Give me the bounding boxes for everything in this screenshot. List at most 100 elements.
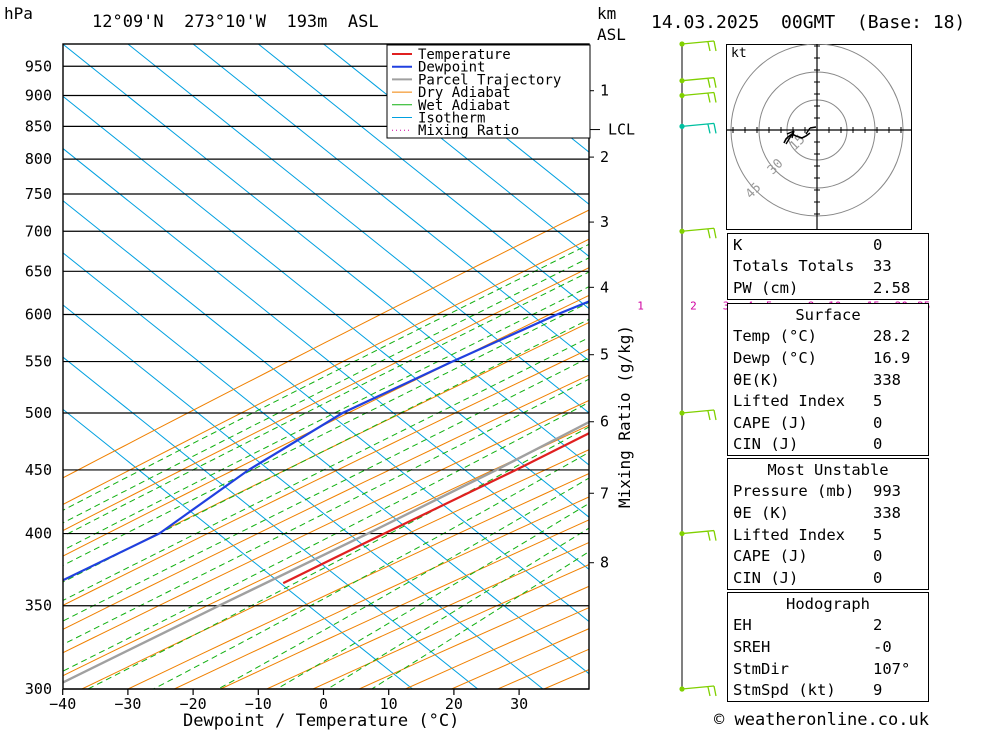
stat-label: Dewp (°C) xyxy=(733,348,817,367)
stat-row: CIN (J) 0 xyxy=(728,567,928,589)
x-tick-label: −10 xyxy=(245,695,272,713)
x-tick-label: 20 xyxy=(445,695,463,713)
stat-value: 2 xyxy=(873,616,883,635)
x-tick-label: 10 xyxy=(380,695,398,713)
isotherm-line xyxy=(192,44,589,362)
stat-label: StmSpd (kt) xyxy=(733,681,836,700)
stat-row: CAPE (J) 0 xyxy=(728,412,928,434)
pressure-tick-label: 550 xyxy=(25,353,52,371)
isotherm-line xyxy=(257,44,589,310)
stat-row: CAPE (J) 0 xyxy=(728,545,928,567)
stat-value: 993 xyxy=(873,482,901,501)
pressure-unit-label: hPa xyxy=(4,4,33,23)
km-tick-label: 3 xyxy=(600,213,609,231)
pressure-tick-label: 400 xyxy=(25,525,52,543)
stat-row: EH 2 xyxy=(728,615,928,637)
stat-row: Pressure (mb) 993 xyxy=(728,481,928,503)
mixing-ratio-line xyxy=(921,44,1000,315)
stat-value: 0 xyxy=(873,568,883,587)
pressure-tick-label: 300 xyxy=(25,680,52,698)
stat-row: StmSpd (kt) 9 xyxy=(728,679,928,701)
plot-frame xyxy=(62,43,590,690)
stat-value: 338 xyxy=(873,370,901,389)
pressure-tick-label: 950 xyxy=(25,57,52,75)
isotherm-line xyxy=(63,44,589,466)
legend-entry: Parcel Trajectory xyxy=(418,72,561,88)
parcel-trajectory xyxy=(63,420,589,684)
legend-entry: Temperature xyxy=(418,47,511,63)
isotherm-line xyxy=(63,200,589,623)
wet-adiabat-line xyxy=(63,337,589,601)
section-title: Hodograph xyxy=(786,594,870,613)
mixing-ratio-label: 2 xyxy=(690,300,697,313)
stat-row: Lifted Index 5 xyxy=(728,524,928,546)
isotherm-line xyxy=(453,44,589,153)
dry-adiabat-line xyxy=(63,294,589,557)
stat-row: Temp (°C) 28.2 xyxy=(728,326,928,348)
stats-surface: Surface Temp (°C) 28.2 Dewp (°C) 16.9 θE(K… xyxy=(727,303,929,457)
wind-barb xyxy=(681,122,717,134)
stat-label: Temp (°C) xyxy=(733,327,817,346)
dry-adiabat-line xyxy=(174,496,589,689)
wet-adiabat-line xyxy=(63,271,589,537)
wind-barb xyxy=(681,685,717,697)
stat-value: 28.2 xyxy=(873,327,911,346)
isotherm-line xyxy=(63,252,589,675)
wet-adiabat-line xyxy=(63,318,589,583)
stat-row: SREH -0 xyxy=(728,636,928,658)
stat-label: Pressure (mb) xyxy=(733,482,855,501)
pressure-tick-label: 750 xyxy=(25,185,52,203)
dry-adiabat-line xyxy=(63,424,589,677)
dry-adiabat-line xyxy=(63,374,589,630)
km-tick-label: 8 xyxy=(600,554,609,572)
dry-adiabat-line xyxy=(63,238,589,506)
stat-label: θE(K) xyxy=(733,370,780,389)
stat-label: CAPE (J) xyxy=(733,547,808,566)
hodograph: kt 15 30 45 xyxy=(726,44,912,230)
dry-adiabat-line xyxy=(81,449,589,689)
x-tick-label: 0 xyxy=(319,695,328,713)
isotherm-line xyxy=(63,408,413,689)
hodograph-arrow xyxy=(805,126,817,135)
copyright-link[interactable]: © weatheronline.co.uk xyxy=(714,710,929,730)
dewpoint-profile xyxy=(63,300,589,582)
stat-row: StmDir 107° xyxy=(728,658,928,680)
stat-value: 0 xyxy=(873,235,883,254)
legend-entry: Dry Adiabat xyxy=(418,85,511,101)
wind-barb xyxy=(681,91,717,103)
stat-label: CAPE (J) xyxy=(733,413,808,432)
wet-adiabat-line xyxy=(63,286,589,551)
stat-value: 33 xyxy=(873,257,892,276)
legend-entry: Isotherm xyxy=(418,111,485,127)
wet-adiabat-line xyxy=(217,477,589,689)
km-tick-label: 5 xyxy=(600,346,609,364)
km-tick-label: 1 xyxy=(600,82,609,100)
wind-barb xyxy=(681,40,717,52)
pressure-tick-label: 500 xyxy=(25,404,52,422)
station-location: 12°09'N 273°10'W 193m ASL xyxy=(92,12,379,32)
stat-value: 338 xyxy=(873,503,901,522)
wind-barb xyxy=(681,77,717,88)
legend-entry: Dewpoint xyxy=(418,60,485,76)
x-tick-label: −20 xyxy=(180,695,207,713)
legend-entry: Wet Adiabat xyxy=(418,98,511,114)
stat-value: 16.9 xyxy=(873,348,911,367)
isotherm-line xyxy=(388,44,589,205)
isotherm-line xyxy=(63,304,544,689)
stat-value: 107° xyxy=(873,659,911,678)
km-unit-label: km xyxy=(597,4,617,23)
mixing-ratio-axis-label: Mixing Ratio (g/kg) xyxy=(615,325,634,508)
wind-barb xyxy=(681,227,717,239)
dry-adiabat-line xyxy=(63,267,589,532)
stat-label: PW (cm) xyxy=(733,278,799,297)
stat-value: -0 xyxy=(873,637,892,656)
isotherm-line xyxy=(63,95,589,518)
stat-label: Lifted Index xyxy=(733,392,845,411)
stat-label: θE (K) xyxy=(733,503,789,522)
dry-adiabat-line xyxy=(63,399,589,654)
pressure-tick-label: 650 xyxy=(25,262,52,280)
pressure-tick-label: 350 xyxy=(25,597,52,615)
x-tick-label: 30 xyxy=(510,695,528,713)
